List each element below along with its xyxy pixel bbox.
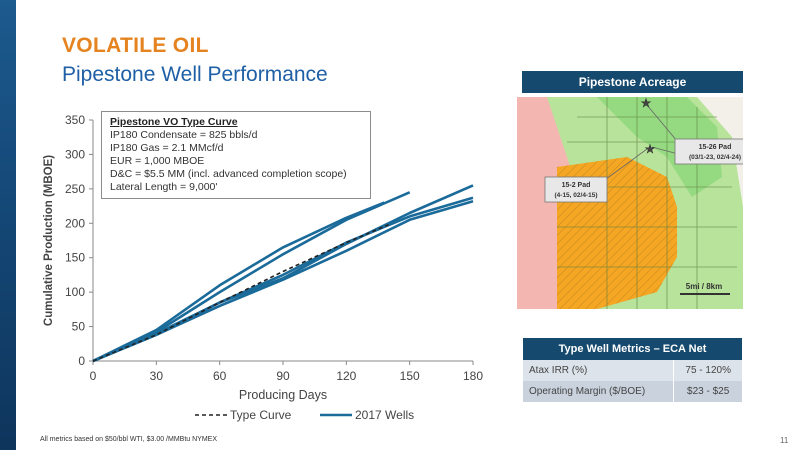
y-tick-label: 200 [65,216,85,230]
well-series-line [92,201,385,363]
callout-15-2-line1: 15-2 Pad [562,182,591,189]
callout-box [544,176,608,203]
x-tick-label: 150 [400,369,420,383]
acreage-map: 15-26 Pad (03/1-23, 02/4-24) 15-2 Pad (4… [517,97,743,309]
y-tick-label: 350 [65,113,85,127]
footnote: All metrics based on $50/bbl WTI, $3.00 … [40,436,218,443]
metric-value: 75 - 120% [673,360,742,381]
y-tick-label: 0 [78,354,85,368]
type-curve-line: D&C = $5.5 MM (incl. advanced completion… [110,168,347,180]
callout-15-26-line1: 15-26 Pad [699,144,732,151]
x-tick-label: 0 [90,369,97,383]
metric-label: Operating Margin ($/BOE) [523,381,674,402]
star-icon: ★ [645,142,656,156]
slide-subtitle: Pipestone Well Performance [62,63,328,86]
y-tick-label: 250 [65,182,85,196]
legend-label: 2017 Wells [355,408,414,422]
page-number: 11 [780,436,789,445]
legend-label: Type Curve [230,408,292,422]
callout-15-26: 15-26 Pad (03/1-23, 02/4-24) [646,104,743,165]
x-tick-label: 90 [276,369,290,383]
table-row: Atax IRR (%) 75 - 120% [523,360,742,381]
y-tick-label: 300 [65,147,85,161]
x-axis-label: Producing Days [239,388,327,402]
well-series-line [92,191,411,363]
x-tick-label: 180 [463,369,483,383]
slide-headline: VOLATILE OIL [62,34,209,57]
table-row: Operating Margin ($/BOE) $23 - $25 [523,381,742,402]
type-curve-line [92,223,389,362]
y-axis-label: Cumulative Production (MBOE) [43,155,55,326]
map-green-zone [597,97,722,197]
type-curve-box: Pipestone VO Type Curve IP180 Condensate… [101,111,371,199]
type-curve-line: IP180 Gas = 2.1 MMcf/d [110,142,224,154]
type-curve-line: Lateral Length = 9,000' [110,181,218,193]
y-tick-label: 100 [65,285,85,299]
y-tick-label: 50 [72,320,86,334]
callout-15-26-line2: (03/1-23, 02/4-24) [689,154,741,161]
x-tick-label: 60 [213,369,227,383]
type-curve-title: Pipestone VO Type Curve [110,116,238,128]
left-accent-bar [0,0,16,450]
type-curve-line: EUR = 1,000 MBOE [110,155,205,167]
type-curve-line: IP180 Condensate = 825 bbls/d [110,129,258,141]
metrics-table: Type Well Metrics – ECA Net Atax IRR (%)… [523,338,742,402]
callout-15-2-line2: (4-15, 02/4-15) [555,192,598,199]
map-scale-label: 5mi / 8km [686,282,722,291]
map-title: Pipestone Acreage [522,71,743,93]
star-icon: ★ [641,97,652,110]
production-chart: 0 30 60 90 120 150 180 0 50 100 150 200 250 300 350 Pro… [43,113,483,422]
callout-box [674,138,743,165]
x-tick-label: 120 [336,369,356,383]
metric-label: Atax IRR (%) [523,360,674,381]
y-tick-label: 150 [65,251,85,265]
metric-value: $23 - $25 [673,381,742,402]
callout-15-2: 15-2 Pad (4-15, 02/4-15) [544,148,648,203]
metrics-title: Type Well Metrics – ECA Net [523,338,742,360]
well-series-line [92,200,474,363]
x-tick-label: 30 [150,369,164,383]
